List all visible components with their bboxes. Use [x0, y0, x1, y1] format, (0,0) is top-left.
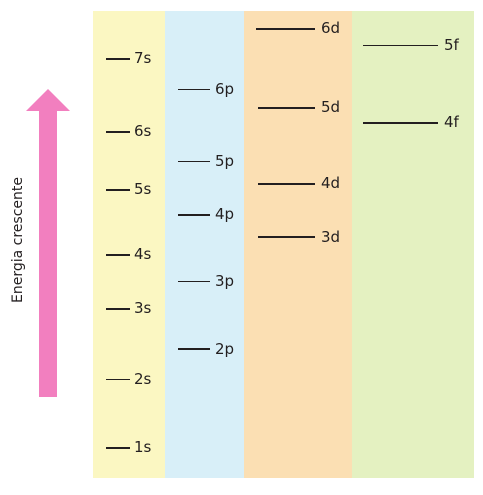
level-label-5p: 5p — [215, 152, 235, 170]
level-label-2s: 2s — [134, 370, 152, 388]
level-label-4s: 4s — [134, 245, 152, 263]
level-line-7s — [106, 58, 130, 60]
level-line-3s — [106, 308, 130, 310]
level-label-1s: 1s — [134, 438, 152, 456]
column-f-sublevels — [352, 11, 474, 478]
level-label-6p: 6p — [215, 80, 235, 98]
level-line-6d — [256, 28, 315, 30]
level-label-5s: 5s — [134, 180, 152, 198]
level-line-4s — [106, 254, 130, 256]
level-label-4d: 4d — [321, 174, 341, 192]
level-line-3d — [258, 236, 315, 238]
level-label-4p: 4p — [215, 205, 235, 223]
level-line-6p — [178, 89, 210, 90]
level-label-2p: 2p — [215, 340, 235, 358]
energy-arrow-icon — [26, 89, 70, 397]
level-label-6s: 6s — [134, 122, 152, 140]
level-label-6d: 6d — [321, 19, 341, 37]
level-line-4p — [178, 214, 210, 216]
level-line-4d — [258, 183, 315, 185]
column-d-sublevels — [244, 11, 352, 478]
level-line-1s — [106, 447, 130, 449]
level-label-4f: 4f — [444, 113, 459, 131]
energy-axis-label-text: Energia crescente — [10, 177, 26, 303]
level-label-5d: 5d — [321, 98, 341, 116]
level-line-6s — [106, 131, 130, 133]
column-p-sublevels — [165, 11, 244, 478]
column-s-sublevels — [93, 11, 165, 478]
level-line-5s — [106, 189, 130, 191]
level-line-5p — [178, 161, 210, 162]
level-line-5f — [363, 45, 438, 46]
level-line-4f — [363, 122, 438, 124]
level-label-3p: 3p — [215, 272, 235, 290]
level-line-2s — [106, 379, 130, 380]
level-line-2p — [178, 348, 210, 350]
level-line-3p — [178, 281, 210, 282]
level-line-5d — [258, 107, 315, 109]
level-label-3d: 3d — [321, 228, 341, 246]
level-label-7s: 7s — [134, 49, 152, 67]
level-label-5f: 5f — [444, 36, 459, 54]
level-label-3s: 3s — [134, 299, 152, 317]
